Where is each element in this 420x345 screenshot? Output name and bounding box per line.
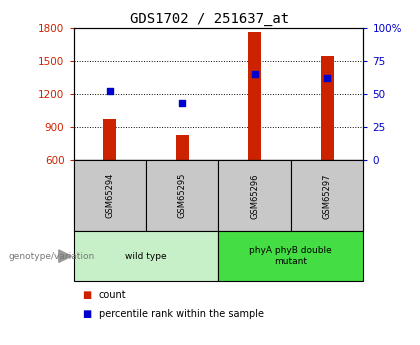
Point [179,100,186,106]
Point [324,75,331,81]
Text: GDS1702 / 251637_at: GDS1702 / 251637_at [131,12,289,26]
Bar [320,56,333,160]
Point [106,89,113,94]
Text: phyA phyB double
mutant: phyA phyB double mutant [249,246,332,266]
Text: GSM65297: GSM65297 [323,173,331,218]
Text: count: count [99,290,126,300]
Bar [176,135,189,160]
FancyBboxPatch shape [74,231,218,281]
Text: ■: ■ [82,290,91,300]
Point [251,71,258,77]
FancyBboxPatch shape [218,231,363,281]
Text: wild type: wild type [125,252,167,261]
Polygon shape [59,250,71,262]
Bar [103,119,116,160]
Text: GSM65296: GSM65296 [250,173,259,218]
FancyBboxPatch shape [74,160,146,231]
Text: GSM65295: GSM65295 [178,173,186,218]
Bar [248,32,261,160]
FancyBboxPatch shape [146,160,218,231]
Text: GSM65294: GSM65294 [105,173,114,218]
FancyBboxPatch shape [291,160,363,231]
FancyBboxPatch shape [218,160,291,231]
Text: percentile rank within the sample: percentile rank within the sample [99,309,264,319]
Text: genotype/variation: genotype/variation [8,252,95,261]
Text: ■: ■ [82,309,91,319]
